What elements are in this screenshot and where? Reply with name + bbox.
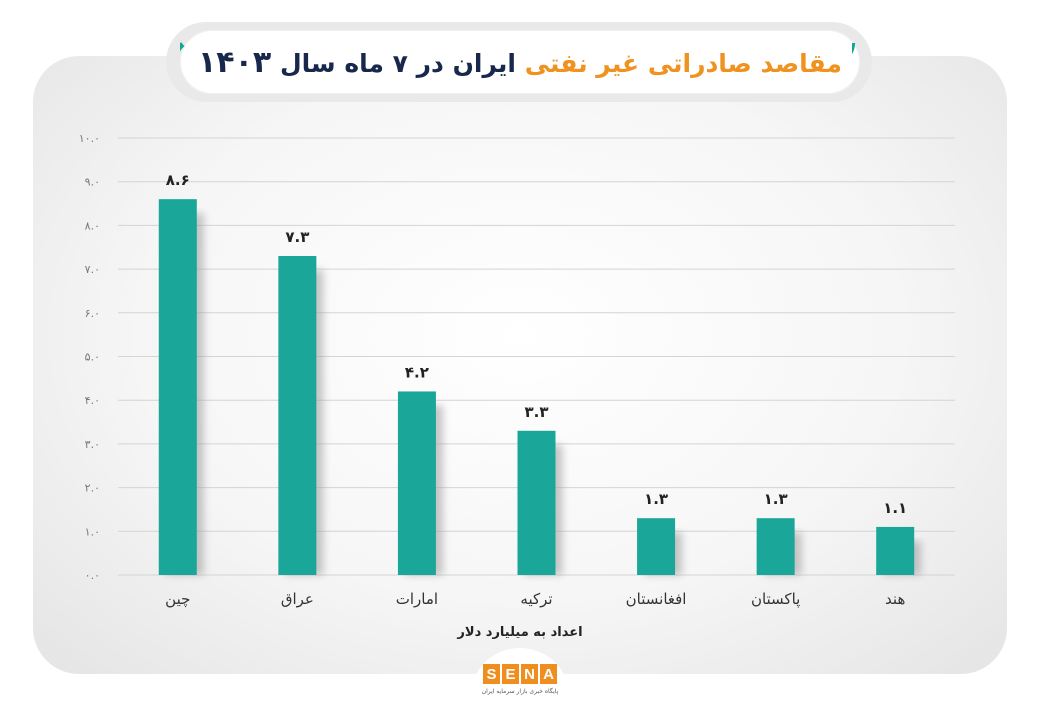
sena-logo: S E N A bbox=[483, 664, 557, 684]
bar bbox=[278, 255, 317, 576]
logo-subtitle: پایگاه خبری بازار سرمایه ایران bbox=[481, 688, 559, 695]
quote-open-icon: ” bbox=[852, 40, 860, 84]
y-tick-label: ۹.۰ bbox=[85, 176, 100, 189]
y-tick-label: ۶.۰ bbox=[85, 307, 100, 320]
x-tick-label: پاکستان bbox=[751, 590, 800, 609]
y-tick-label: ۱.۰ bbox=[85, 525, 100, 538]
chart-title: ” مقاصد صادراتی غیر نفتی ایران در ۷ ماه … bbox=[180, 30, 860, 94]
data-label: ۱.۳ bbox=[644, 490, 668, 508]
bar bbox=[637, 518, 676, 575]
y-tick-label: ۰.۰ bbox=[85, 569, 100, 582]
data-label: ۴.۲ bbox=[405, 363, 429, 381]
title-year: ۱۴۰۳ bbox=[198, 44, 272, 80]
y-tick-label: ۷.۰ bbox=[85, 263, 100, 276]
x-tick-label: ترکیه bbox=[520, 590, 552, 608]
y-tick-label: ۳.۰ bbox=[85, 438, 100, 451]
x-axis-label: اعداد به میلیارد دلار bbox=[456, 625, 582, 640]
y-tick-label: ۱۰.۰ bbox=[79, 132, 100, 145]
title-text: مقاصد صادراتی غیر نفتی ایران در ۷ ماه سا… bbox=[198, 45, 842, 80]
bar bbox=[756, 518, 795, 575]
logo-letter: A bbox=[540, 664, 557, 684]
bar bbox=[876, 526, 915, 575]
y-tick-label: ۸.۰ bbox=[85, 219, 100, 232]
y-tick-label: ۴.۰ bbox=[85, 394, 100, 407]
data-label: ۱.۱ bbox=[883, 499, 907, 517]
bar bbox=[517, 430, 556, 575]
title-navy-part: ایران در ۷ ماه سال bbox=[279, 48, 516, 78]
logo-letter: E bbox=[502, 664, 519, 684]
bar bbox=[397, 391, 436, 575]
logo-letter: S bbox=[483, 664, 500, 684]
y-tick-label: ۵.۰ bbox=[85, 351, 100, 364]
data-label: ۸.۶ bbox=[166, 171, 190, 189]
x-tick-label: چین bbox=[165, 590, 190, 608]
data-label: ۳.۳ bbox=[524, 403, 548, 421]
bar bbox=[158, 199, 197, 575]
x-tick-label: هند bbox=[885, 590, 905, 608]
data-label: ۷.۳ bbox=[285, 228, 309, 246]
data-label: ۱.۳ bbox=[764, 490, 788, 508]
y-tick-label: ۲.۰ bbox=[85, 482, 100, 495]
quote-close-icon: “ bbox=[180, 40, 188, 84]
x-tick-label: عراق bbox=[281, 590, 314, 608]
title-orange-part: مقاصد صادراتی غیر نفتی bbox=[524, 48, 843, 78]
x-tick-label: امارات bbox=[396, 590, 438, 608]
x-tick-label: افغانستان bbox=[626, 590, 687, 608]
logo-letter: N bbox=[521, 664, 538, 684]
